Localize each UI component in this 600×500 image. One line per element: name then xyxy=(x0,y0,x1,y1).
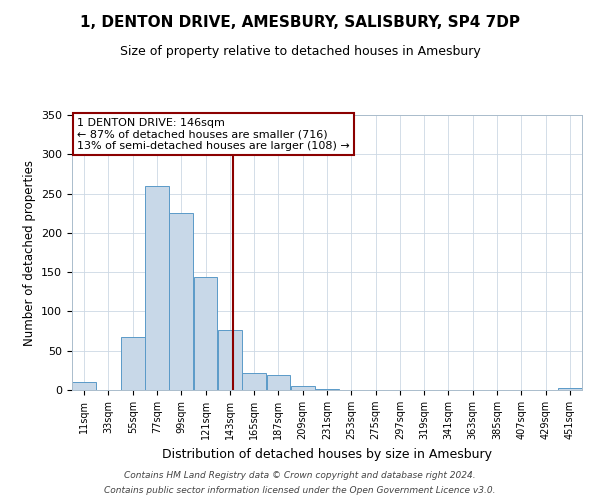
Text: 1, DENTON DRIVE, AMESBURY, SALISBURY, SP4 7DP: 1, DENTON DRIVE, AMESBURY, SALISBURY, SP… xyxy=(80,15,520,30)
Bar xyxy=(121,336,145,390)
Text: Size of property relative to detached houses in Amesbury: Size of property relative to detached ho… xyxy=(119,45,481,58)
Bar xyxy=(145,186,169,390)
Bar xyxy=(558,388,582,390)
Text: 1 DENTON DRIVE: 146sqm
← 87% of detached houses are smaller (716)
13% of semi-de: 1 DENTON DRIVE: 146sqm ← 87% of detached… xyxy=(77,118,350,151)
Text: Contains public sector information licensed under the Open Government Licence v3: Contains public sector information licen… xyxy=(104,486,496,495)
Bar xyxy=(266,375,290,390)
Y-axis label: Number of detached properties: Number of detached properties xyxy=(23,160,35,346)
X-axis label: Distribution of detached houses by size in Amesbury: Distribution of detached houses by size … xyxy=(162,448,492,460)
Bar xyxy=(218,330,242,390)
Text: Contains HM Land Registry data © Crown copyright and database right 2024.: Contains HM Land Registry data © Crown c… xyxy=(124,471,476,480)
Bar xyxy=(169,213,193,390)
Bar xyxy=(315,389,339,390)
Bar xyxy=(291,386,314,390)
Bar xyxy=(194,277,217,390)
Bar xyxy=(72,382,96,390)
Bar xyxy=(242,372,266,390)
